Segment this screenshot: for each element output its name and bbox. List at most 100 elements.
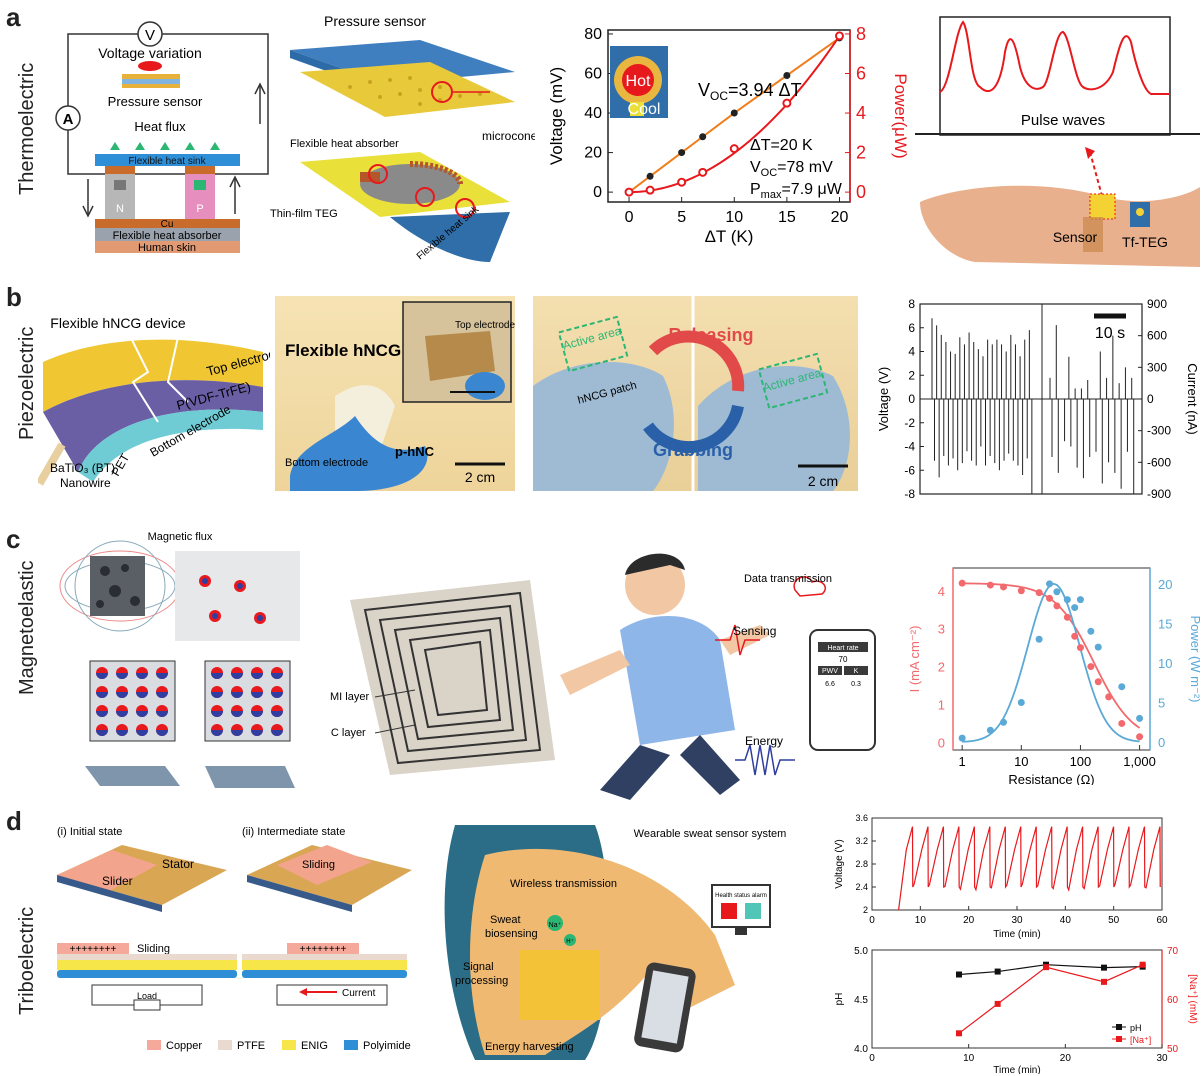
- y-tick-label: 2: [863, 905, 868, 915]
- y2-tick-label: 0: [856, 182, 866, 202]
- power-point: [1118, 683, 1126, 691]
- magnetic-particle-half: [96, 673, 108, 679]
- voltmeter-symbol: V: [145, 27, 155, 44]
- power-point: [1076, 596, 1084, 604]
- power-point: [1053, 588, 1061, 596]
- y-tick-label: -6: [904, 463, 915, 477]
- voltage-point: [699, 133, 707, 141]
- sweat-label: Sweat: [490, 914, 521, 926]
- running-person-illustration: Data transmission Sensing Energy Heart r…: [560, 553, 876, 800]
- intermediate-state-label: (ii) Intermediate state: [242, 826, 345, 838]
- heat-absorber-label-2: Flexible heat absorber: [290, 138, 399, 150]
- magnetic-particle-half: [271, 673, 283, 679]
- sliding-arrow-label: Sliding: [302, 859, 335, 871]
- legend-ph-marker: [1116, 1024, 1122, 1030]
- x-tick-label: 50: [1108, 915, 1120, 926]
- thin-film-teg-label: Thin-film TEG: [270, 208, 338, 220]
- y-tick-label: 0: [593, 184, 602, 201]
- x-tick-label: 5: [677, 209, 686, 226]
- heat-flux-arrows: [110, 142, 220, 150]
- na-line: [958, 964, 1143, 1034]
- x-tick-label: 1: [959, 754, 966, 769]
- ph-line: [958, 964, 1143, 976]
- p-hnc-label: p-hNC: [395, 444, 435, 459]
- scale-bar-2cm-b: 2 cm: [808, 473, 838, 489]
- x-tick-label: 40: [1060, 915, 1072, 926]
- na-point: [1043, 964, 1049, 971]
- heat-sink-label: Flexible heat sink: [128, 156, 206, 167]
- h-ion: H⁺: [566, 938, 574, 945]
- magnetic-particle-half: [211, 673, 223, 679]
- grabbing-label: Grabbing: [653, 440, 733, 460]
- y2-tick-label: 6: [856, 63, 866, 83]
- magnetic-particle-half: [116, 673, 128, 679]
- ph-point: [956, 971, 962, 978]
- microcones-label: microcones: [482, 129, 535, 143]
- annotation-voc-value: VOC=78 mV: [750, 159, 833, 179]
- hncg-photo-1: Top electrode Flexible hNCG p-hNC Bottom…: [275, 296, 515, 491]
- y2-tick-label: 0: [1147, 392, 1154, 406]
- wireless-label: Wireless transmission: [510, 878, 617, 890]
- magnetic-particle-half: [96, 711, 108, 717]
- y-tick-label: 4: [938, 584, 945, 599]
- legend-enig: ENIG: [301, 1040, 328, 1052]
- energy-label: Energy: [745, 734, 783, 748]
- thermoelectric-circuit-diagram: V Voltage variation Pressure sensor A He…: [55, 21, 269, 254]
- y-tick-label: 6: [908, 321, 915, 335]
- current-point: [1063, 613, 1071, 621]
- magnetic-particle-half: [156, 692, 168, 698]
- current-point: [1094, 678, 1102, 686]
- row-label-thermoelectric: Thermoelectric: [16, 62, 38, 195]
- voltage-point: [646, 172, 654, 180]
- magnetic-particle-half: [136, 692, 148, 698]
- current-point: [1105, 693, 1113, 701]
- power-point: [1136, 714, 1144, 722]
- y2-tick-label: 60: [1167, 995, 1179, 1006]
- x-tick-label: 20: [1060, 1053, 1072, 1064]
- n-leg-label: N: [116, 203, 124, 215]
- magnetic-particle-half: [251, 673, 263, 679]
- processing-label: processing: [455, 975, 508, 987]
- cu-label: Cu: [161, 219, 174, 230]
- magnetic-particle-half: [96, 730, 108, 736]
- current-point: [986, 581, 994, 589]
- y2-tick-label: 70: [1167, 946, 1179, 957]
- y2-tick-label: 600: [1147, 329, 1167, 343]
- bt-label: BaTiO₃ (BT): [50, 461, 115, 475]
- y2-tick-label: 50: [1167, 1044, 1179, 1055]
- current-point: [1118, 719, 1126, 727]
- power-point: [958, 734, 966, 742]
- power-point: [1063, 596, 1071, 604]
- y-tick-label: 3.2: [855, 836, 868, 846]
- pressure-sensor-device-illustration: Pressure sensor microcones Flexible heat…: [270, 13, 535, 262]
- current-point: [1035, 589, 1043, 597]
- y2-tick-label: 5: [1158, 696, 1165, 711]
- current-fit-line: [962, 582, 1141, 729]
- tf-teg-label: Tf-TEG: [1122, 234, 1168, 250]
- y2-tick-label: 4: [856, 103, 866, 123]
- y2-tick-label: 20: [1158, 577, 1172, 592]
- magnetic-particle-half: [136, 711, 148, 717]
- y2-axis-label: Current (nA): [1185, 363, 1200, 435]
- y2-tick-label: 300: [1147, 360, 1167, 374]
- y-tick-label: 4: [908, 345, 915, 359]
- magnetic-particle-half: [156, 673, 168, 679]
- energy-harvesting-label: Energy harvesting: [485, 1041, 574, 1053]
- legend-na-marker: [1116, 1036, 1122, 1042]
- current-point: [958, 579, 966, 587]
- magnetic-particle-half: [251, 730, 263, 736]
- sensing-label: Sensing: [733, 624, 776, 638]
- voltage-point: [730, 109, 738, 117]
- y-tick-label: 2: [938, 660, 945, 675]
- y-tick-label: 0: [908, 392, 915, 406]
- na-point: [956, 1030, 962, 1037]
- p-leg-label: P: [196, 203, 203, 215]
- row-label-triboelectric: Triboelectric: [16, 906, 38, 1015]
- annotation-voc-eq: VOC=3.94 ΔT: [698, 80, 802, 103]
- x-tick-label: 20: [831, 209, 849, 226]
- current-point: [1136, 733, 1144, 741]
- y2-tick-label: 0: [1158, 735, 1165, 750]
- panel-letter-a: a: [6, 2, 21, 32]
- y-axis-label: pH: [834, 993, 845, 1006]
- y2-tick-label: 8: [856, 24, 866, 44]
